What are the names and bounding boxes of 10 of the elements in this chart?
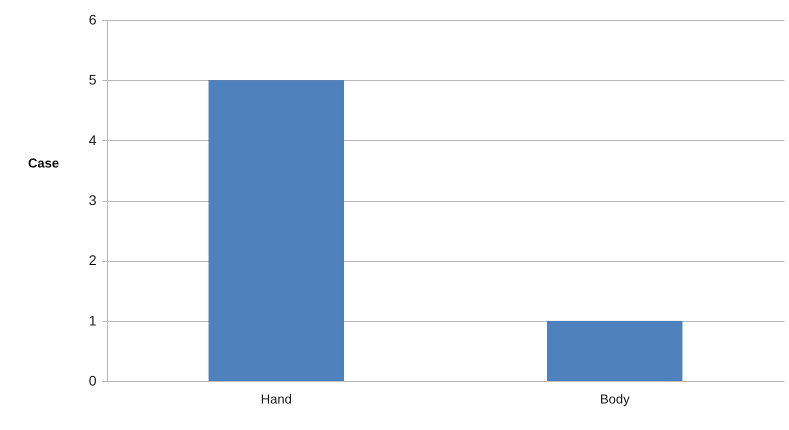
- x-tick-label: Body: [600, 392, 630, 406]
- y-axis-title: Case: [28, 156, 60, 170]
- y-tick-label: 6: [88, 12, 97, 28]
- x-tick-label: Hand: [260, 392, 292, 406]
- y-tick-label: 2: [88, 252, 97, 268]
- y-tick-label: 5: [88, 72, 97, 88]
- y-tick-label: 1: [88, 312, 97, 328]
- y-tick-label: 4: [88, 132, 97, 148]
- y-tick-label: 0: [88, 372, 97, 388]
- y-tick-label: 3: [88, 192, 97, 208]
